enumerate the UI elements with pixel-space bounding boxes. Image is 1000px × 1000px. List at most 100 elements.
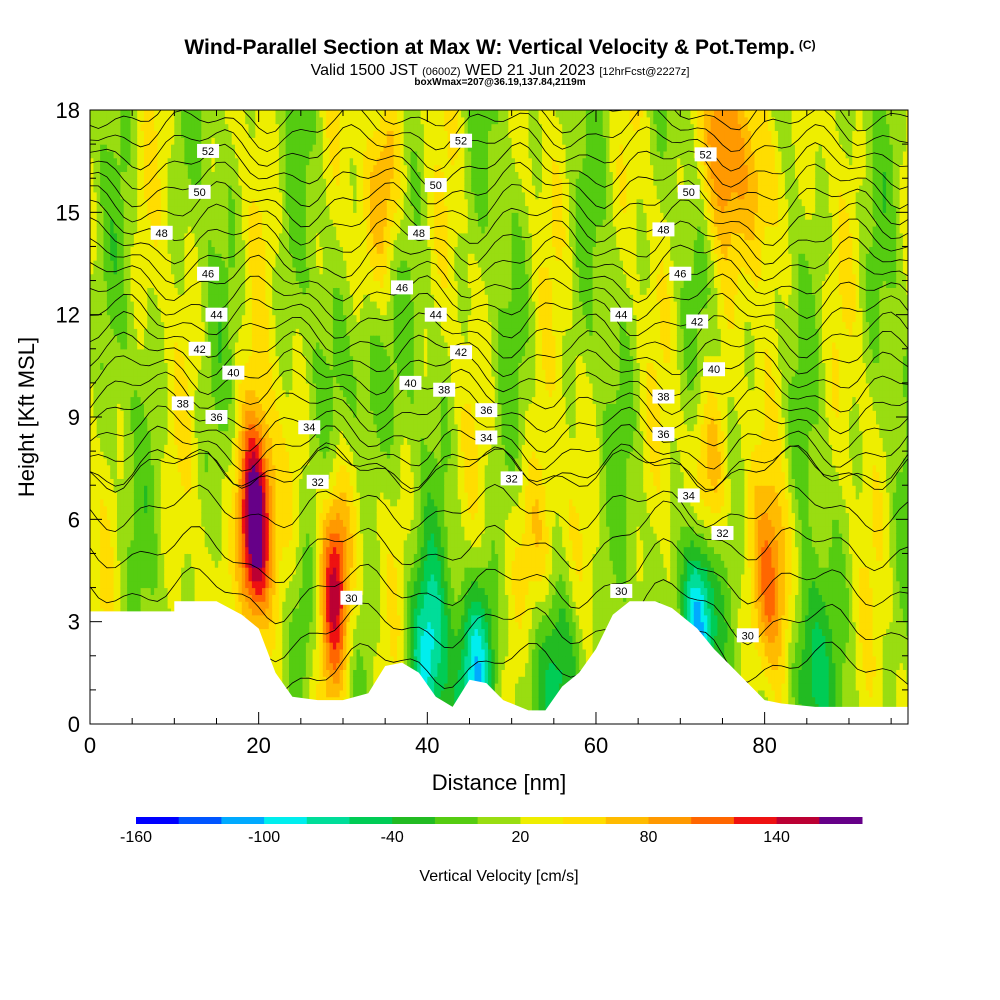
colorbar-swatch: [264, 817, 307, 824]
contour-label-text: 34: [303, 422, 315, 434]
colorbar-tick-label: 20: [511, 829, 529, 846]
contour-label: 42: [189, 342, 211, 356]
contour-label-text: 52: [699, 149, 711, 161]
y-tick-label: 0: [68, 712, 80, 737]
contour-label-text: 42: [194, 344, 206, 356]
contour-label: 32: [307, 475, 329, 489]
colorbar: -160 -100 -40 20 80 140: [120, 817, 863, 846]
contour-label: 42: [686, 314, 708, 328]
contour-label: 32: [711, 526, 733, 540]
colorbar-tick-label: -100: [248, 829, 280, 846]
contour-label: 34: [678, 488, 700, 502]
contour-label-text: 44: [210, 310, 222, 322]
contour-label-text: 32: [716, 528, 728, 540]
contour-label-text: 40: [708, 364, 720, 376]
colorbar-swatch: [734, 817, 777, 824]
contour-label: 40: [703, 362, 725, 376]
contour-label-text: 34: [683, 490, 695, 502]
contour-label-text: 44: [430, 310, 442, 322]
x-tick-label: 80: [752, 733, 776, 758]
y-tick-label: 18: [56, 98, 80, 123]
contour-label: 36: [205, 410, 227, 424]
cross-section-chart: 52 52 52 50 50 50 48 48 48 46 46 46 44 44 44 42 42 42 40 40…: [0, 0, 1000, 1000]
colorbar-swatch: [819, 817, 862, 824]
contour-label-text: 36: [480, 405, 492, 417]
colorbar-swatch: [691, 817, 734, 824]
contour-label: 34: [298, 420, 320, 434]
contour-label-text: 48: [156, 228, 168, 240]
contour-label-text: 48: [657, 224, 669, 236]
colorbar-tick-label: 80: [640, 829, 658, 846]
contour-label: 40: [222, 366, 244, 380]
contour-label: 30: [340, 591, 362, 605]
colorbar-swatch: [136, 817, 179, 824]
contour-label-text: 52: [202, 146, 214, 158]
contour-label: 46: [669, 267, 691, 281]
contour-label-text: 30: [742, 630, 754, 642]
contour-label: 50: [189, 185, 211, 199]
contour-label: 52: [695, 147, 717, 161]
contour-label-text: 42: [455, 347, 467, 359]
colorbar-swatch: [520, 817, 563, 824]
contour-label: 52: [197, 144, 219, 158]
contour-label: 40: [399, 376, 421, 390]
contour-label-text: 50: [194, 187, 206, 199]
contour-label: 38: [433, 383, 455, 397]
contour-label: 50: [425, 178, 447, 192]
colorbar-swatch: [563, 817, 606, 824]
y-tick-label: 15: [56, 200, 80, 225]
contour-label: 46: [391, 280, 413, 294]
contour-label-text: 32: [312, 477, 324, 489]
colorbar-swatch: [350, 817, 393, 824]
contour-label: 36: [652, 427, 674, 441]
contour-label-text: 50: [430, 180, 442, 192]
contour-label-text: 42: [691, 316, 703, 328]
x-tick-label: 60: [584, 733, 608, 758]
contour-label-text: 32: [506, 473, 518, 485]
colorbar-swatch: [777, 817, 820, 824]
contour-label-text: 36: [210, 412, 222, 424]
y-axis-label: Height [Kft MSL]: [14, 337, 39, 497]
colorbar-swatch: [606, 817, 649, 824]
contour-label-text: 38: [657, 392, 669, 404]
contour-label: 36: [475, 403, 497, 417]
contour-label-text: 50: [683, 187, 695, 199]
contour-label: 48: [652, 222, 674, 236]
colorbar-swatch: [435, 817, 478, 824]
contour-label-text: 30: [345, 593, 357, 605]
contour-label: 44: [425, 308, 447, 322]
colorbar-swatch: [649, 817, 692, 824]
contour-label-text: 46: [396, 282, 408, 294]
contour-label-text: 44: [615, 310, 627, 322]
contour-label: 42: [450, 345, 472, 359]
contour-label-text: 52: [455, 136, 467, 148]
contour-label-text: 38: [177, 398, 189, 410]
contour-label-text: 48: [413, 228, 425, 240]
colorbar-swatch: [478, 817, 521, 824]
contour-label: 38: [172, 396, 194, 410]
colorbar-tick-label: -160: [120, 829, 152, 846]
contour-label: 46: [197, 267, 219, 281]
y-tick-label: 12: [56, 303, 80, 328]
x-tick-label: 20: [246, 733, 270, 758]
y-tick-label: 3: [68, 610, 80, 635]
contour-label-text: 46: [202, 269, 214, 281]
x-tick-label: 0: [84, 733, 96, 758]
contour-label: 30: [610, 584, 632, 598]
colorbar-swatch: [179, 817, 222, 824]
contour-label: 50: [678, 185, 700, 199]
contour-label: 38: [652, 390, 674, 404]
contour-label: 44: [205, 308, 227, 322]
contour-label: 44: [610, 308, 632, 322]
contour-label: 48: [408, 226, 430, 240]
y-tick-label: 9: [68, 405, 80, 430]
x-axis-label: Distance [nm]: [432, 770, 567, 795]
contour-label-text: 36: [657, 429, 669, 441]
contour-label-text: 30: [615, 586, 627, 598]
colorbar-tick-label: -40: [381, 829, 404, 846]
contour-label: 48: [151, 226, 173, 240]
contour-label-text: 38: [438, 385, 450, 397]
contour-label-text: 46: [674, 269, 686, 281]
contour-label: 30: [737, 628, 759, 642]
colorbar-swatch: [221, 817, 264, 824]
